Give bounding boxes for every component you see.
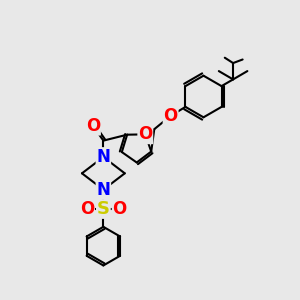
Text: O: O [80, 200, 94, 218]
Text: N: N [96, 181, 110, 199]
Text: O: O [112, 200, 127, 218]
Text: N: N [96, 148, 110, 166]
Text: S: S [97, 200, 110, 218]
Text: O: O [164, 107, 178, 125]
Text: O: O [86, 117, 100, 135]
Text: O: O [138, 125, 152, 143]
